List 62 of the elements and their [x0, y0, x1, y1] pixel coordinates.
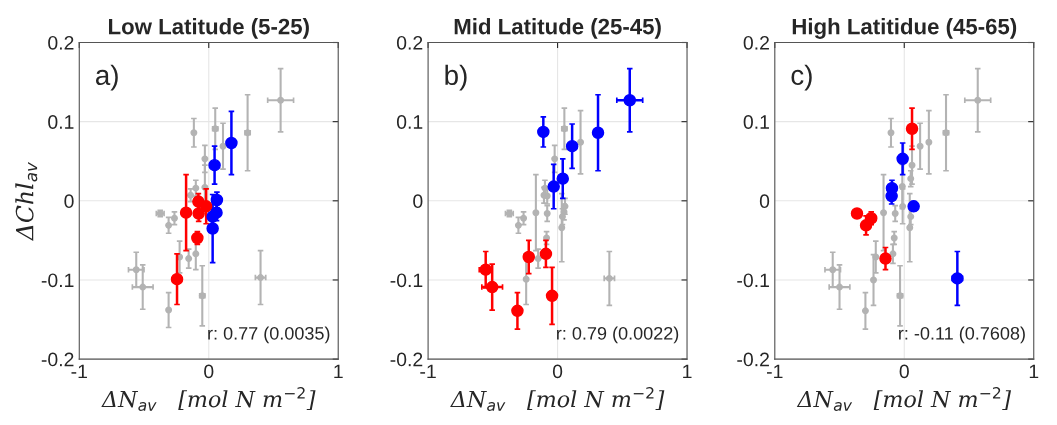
point [836, 283, 843, 291]
point [565, 139, 579, 153]
point [199, 200, 213, 213]
y-tick-label: -0.1 [737, 273, 769, 288]
point [208, 158, 221, 172]
point [132, 266, 140, 274]
point [850, 207, 864, 220]
text: ΔN$_{av}$ [mol N m$^{−2}$] [796, 387, 1012, 411]
point [905, 122, 919, 136]
point [170, 272, 184, 286]
annotation: c) [791, 64, 812, 91]
point [879, 252, 892, 265]
y-tick-label: 0.1 [48, 115, 74, 129]
y-tick-label: -0.1 [390, 273, 423, 288]
y-tick-label: 0.2 [743, 35, 769, 50]
x-tick-label: 0 [204, 364, 214, 379]
point [974, 96, 982, 104]
x-tick-label: -1 [767, 364, 783, 379]
y-tick-label: 0.1 [396, 115, 423, 129]
point [623, 94, 637, 107]
text: ΔN$_{av}$ [mol N m$^{−2}$] [450, 387, 665, 411]
point [179, 206, 193, 219]
y-tick-label: 0.1 [743, 115, 769, 129]
annotation: a) [95, 64, 118, 91]
point [206, 222, 219, 235]
point [556, 172, 569, 185]
point [139, 283, 147, 291]
annotation: r: -0.11 (0.7608) [899, 326, 1025, 344]
point [829, 266, 837, 274]
point [859, 219, 873, 232]
point [225, 136, 238, 150]
annotation: r: 0.79 (0.0022) [557, 326, 679, 344]
point [896, 152, 909, 166]
text: ΔN$_{av}$ [mol N m$^{−2}$] [101, 387, 316, 411]
point [485, 280, 499, 294]
y-tick-label: -0.1 [41, 273, 74, 288]
x-tick-label: 0 [899, 364, 909, 379]
x-tick-label: 0 [552, 364, 563, 379]
point [511, 304, 524, 318]
y-tick-label: 0 [759, 194, 770, 209]
chart-title: High Latitidue (45-65) [792, 18, 1017, 39]
y-tick-label: 0.2 [396, 35, 423, 50]
annotation: r: 0.77 (0.0035) [208, 326, 330, 344]
x-tick-label: 1 [1029, 364, 1039, 379]
annotation: b) [445, 64, 467, 91]
point [522, 250, 536, 264]
y-axis-title: ΔChl$_{av}$ [15, 162, 38, 241]
y-tick-label: 0 [413, 194, 423, 209]
y-tick-label: 0 [64, 194, 74, 209]
point [547, 180, 560, 193]
chart-title: Low Latitude (5-25) [109, 18, 309, 39]
x-tick-label: 1 [334, 364, 343, 379]
point [277, 96, 285, 104]
point [545, 289, 559, 303]
chart-title: Mid Latitude (25-45) [454, 18, 661, 39]
point [537, 125, 550, 139]
point [591, 126, 605, 139]
point [539, 247, 553, 261]
x-tick-label: 1 [683, 364, 692, 379]
point [479, 263, 492, 276]
y-tick-label: 0.2 [48, 35, 74, 50]
y-tick-label: -0.2 [737, 352, 769, 367]
